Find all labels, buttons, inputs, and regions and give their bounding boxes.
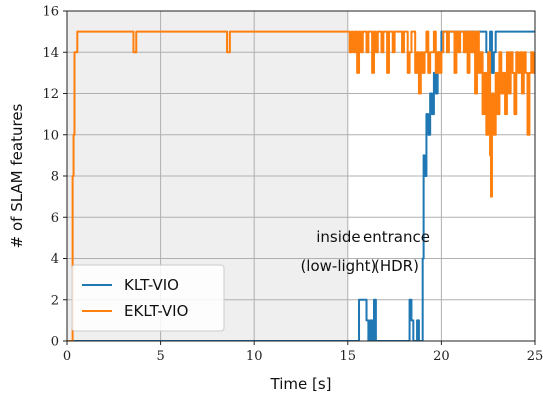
x-tick-label: 0 (63, 349, 71, 364)
y-tick-label: 2 (51, 293, 59, 308)
x-axis-ticks: 0 5 10 15 20 25 (63, 341, 543, 364)
legend-label-eklt-vio: EKLT-VIO (124, 302, 188, 320)
y-tick-label: 8 (51, 170, 59, 185)
legend: KLT-VIO EKLT-VIO (71, 264, 225, 332)
annotation-text: entrance (363, 228, 430, 246)
x-tick-label: 20 (433, 349, 450, 364)
y-axis-ticks: 0 2 4 6 8 10 12 14 16 (42, 5, 67, 350)
y-tick-label: 6 (51, 211, 59, 226)
y-tick-label: 0 (51, 335, 59, 350)
y-tick-label: 10 (42, 128, 59, 143)
y-tick-label: 16 (42, 5, 59, 20)
y-tick-label: 4 (51, 252, 59, 267)
y-tick-label: 12 (42, 87, 59, 102)
x-tick-label: 10 (246, 349, 263, 364)
x-tick-label: 15 (340, 349, 357, 364)
legend-label-klt-vio: KLT-VIO (124, 276, 179, 294)
x-tick-label: 25 (527, 349, 543, 364)
legend-box (71, 264, 225, 332)
x-tick-label: 5 (156, 349, 164, 364)
annotations: inside (low-light) entrance (HDR) (300, 228, 430, 275)
x-axis-label: Time [s] (270, 375, 332, 393)
annotation-text: (low-light) (300, 257, 376, 275)
series-line-eklt-vio (67, 30, 535, 341)
annotation-text: (HDR) (374, 257, 419, 275)
y-axis-label: # of SLAM features (8, 103, 26, 248)
series-layer (67, 30, 535, 341)
annotation-text: inside (316, 228, 360, 246)
y-tick-label: 14 (42, 46, 59, 61)
